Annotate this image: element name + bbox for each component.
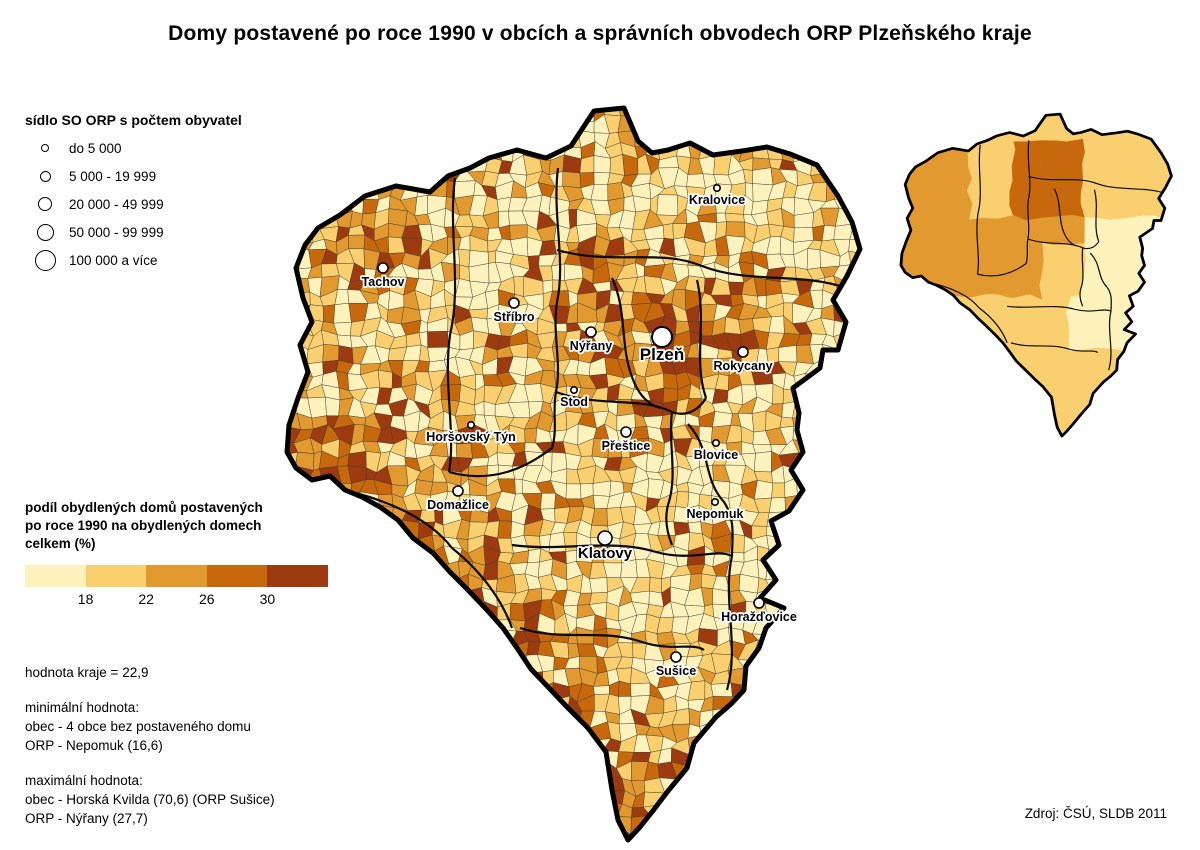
size-circle-icon — [38, 197, 52, 211]
city-marker — [651, 326, 673, 348]
color-swatch — [206, 565, 268, 587]
city-markers: Kralovice Tachov Stříbro Nýřany Plzeň Rokycan… — [360, 184, 799, 680]
city-label: Sušice — [656, 664, 696, 678]
size-legend-row: do 5 000 — [25, 134, 242, 162]
city-marker — [711, 438, 720, 447]
color-ramp-breaks: 18 22 26 30 — [77, 591, 276, 607]
city-marker — [620, 426, 632, 438]
color-ramp — [25, 565, 328, 587]
city-label: Tachov — [362, 275, 405, 289]
city-label: Stod — [560, 395, 588, 409]
min-obec: obec - 4 obce bez postaveného domu — [25, 719, 251, 734]
color-swatch — [146, 565, 207, 587]
region-outline — [284, 105, 863, 843]
max-obec: obec - Horská Kvilda (70,6) (ORP Sušice) — [25, 792, 275, 807]
city-label: Horažďovice — [721, 610, 797, 624]
city-label: Domažlice — [427, 498, 489, 512]
settlement-size-legend: sídlo SO ORP s počtem obyvatel do 5 000 … — [25, 112, 242, 274]
city-label: Stříbro — [494, 310, 535, 324]
page-title: Domy postavené po roce 1990 v obcích a s… — [168, 22, 1032, 45]
city-marker — [466, 420, 475, 429]
city-marker — [737, 346, 749, 358]
size-legend-row: 5 000 - 19 999 — [25, 162, 242, 190]
city-marker — [670, 651, 682, 663]
size-legend-row: 100 000 a více — [25, 246, 242, 274]
city-marker — [712, 184, 721, 193]
color-swatch — [85, 565, 147, 587]
size-legend-row: 20 000 - 49 999 — [25, 190, 242, 218]
city-marker — [753, 597, 765, 609]
max-orp: ORP - Nýřany (27,7) — [25, 811, 148, 826]
city-label: Kralovice — [689, 193, 745, 207]
region-value: hodnota kraje = 22,9 — [25, 665, 149, 680]
city-marker — [585, 326, 597, 338]
city-marker — [569, 385, 578, 394]
source-note: Zdroj: ČSÚ, SLDB 2011 — [1024, 806, 1167, 821]
size-circle-icon — [39, 170, 51, 182]
size-legend-heading: sídlo SO ORP s počtem obyvatel — [25, 112, 242, 128]
min-heading: minimální hodnota: — [25, 700, 140, 715]
city-marker — [710, 497, 719, 506]
size-circle-icon — [41, 144, 49, 152]
city-marker — [597, 530, 613, 546]
city-marker — [452, 485, 464, 497]
inset-orp-map — [899, 112, 1173, 438]
main-map-mosaic — [287, 108, 860, 840]
city-label: Horšovský Týn — [426, 430, 516, 444]
city-label: Nepomuk — [687, 507, 744, 521]
city-label: Blovice — [694, 448, 739, 462]
size-legend-row: 50 000 - 99 999 — [25, 218, 242, 246]
city-label: Nýřany — [570, 339, 612, 353]
size-circle-icon — [36, 223, 54, 241]
size-circle-icon — [34, 249, 56, 271]
color-swatch — [267, 565, 328, 587]
city-label: Přeštice — [602, 439, 651, 453]
choropleth-legend: podíl obydlených domů postavených po roc… — [25, 499, 345, 611]
max-heading: maximální hodnota: — [25, 773, 143, 788]
orp-boundaries — [351, 167, 847, 691]
min-orp: ORP - Nepomuk (16,6) — [25, 738, 163, 753]
city-label: Klatovy — [578, 545, 633, 562]
color-swatch — [25, 565, 86, 587]
choropleth-legend-heading: podíl obydlených domů postavených — [25, 500, 263, 515]
city-label: Plzeň — [640, 345, 684, 364]
city-marker — [508, 297, 520, 309]
stats-block: hodnota kraje = 22,9 minimální hodnota: … — [25, 663, 275, 828]
city-label: Rokycany — [713, 359, 772, 373]
city-marker — [377, 262, 389, 274]
